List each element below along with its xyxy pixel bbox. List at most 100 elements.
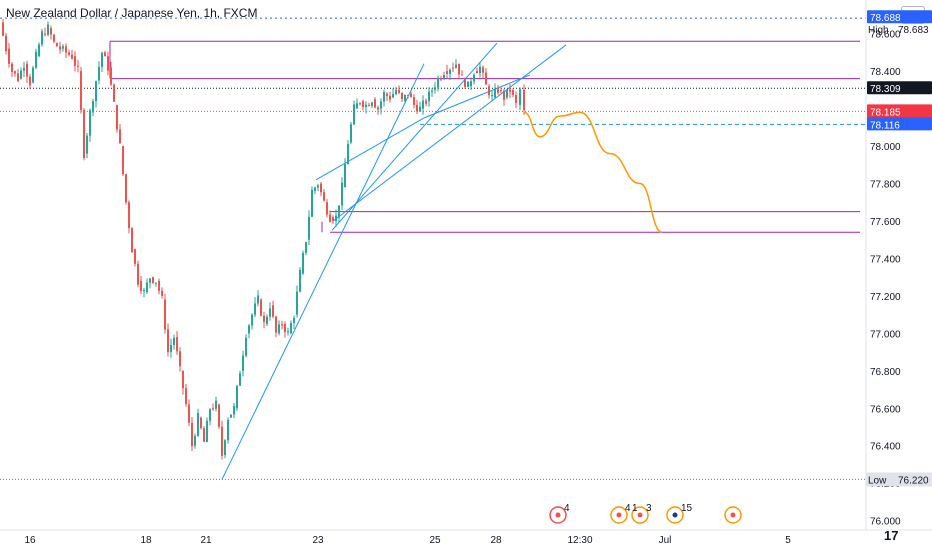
candle-body [11,63,13,73]
candle-body [53,34,55,42]
candle-body [203,428,205,442]
price-tick-label: 76.800 [870,367,901,378]
candle-body [326,202,328,215]
time-tick-label: Jul [659,535,672,546]
candle-body [242,355,244,371]
candle-body [59,46,61,50]
candle-body [233,406,235,415]
candle-body [509,89,511,92]
candle-body [257,295,259,304]
candle-body [89,110,91,136]
candle-body [80,71,82,111]
candle-body [191,422,193,447]
candle-body [170,344,172,353]
candle-body [212,408,214,410]
candle-body [314,187,316,192]
candle-body [263,315,265,322]
event-marker-4[interactable] [724,506,742,524]
candle-body [452,67,454,69]
candle-body [359,103,361,105]
event-count: 4 [564,503,570,514]
candle-body [20,70,22,79]
candle-body [500,89,502,91]
candle-body [386,93,388,96]
candle-body [101,52,103,67]
candle-body [293,317,295,323]
candle-body [497,89,499,93]
event-marker-0[interactable]: 4 [549,503,570,524]
time-tick-label: 16 [24,535,36,546]
event-marker-3[interactable]: 15 [666,503,693,524]
candle-body [506,89,508,98]
candle-body [119,129,121,143]
candle-body [107,56,109,71]
candle-body [305,242,307,253]
candle-body [464,78,466,87]
candle-body [179,351,181,367]
candle-body [332,217,334,222]
candle-body [476,71,478,74]
candle-body [485,72,487,85]
candle-body [299,270,301,292]
trendline-1 [331,42,498,231]
candle-body [365,104,367,108]
event-count: 15 [681,503,693,514]
candle-body [68,52,70,55]
event-count: 4 [625,503,631,514]
event-marker-1[interactable]: 4 [610,503,631,524]
event-markers: 4 4 3 15 1 [549,503,742,524]
candle-body [440,78,442,80]
high-label: High [868,25,889,36]
candle-body [239,373,241,386]
event-dot [637,512,643,518]
candle-body [8,48,10,64]
candle-body [443,75,445,79]
support-tag-label: 78.116 [870,120,900,131]
candle-body [374,99,376,108]
candle-body [503,90,505,100]
projection-path [523,111,663,233]
time-tick-label: 12:30 [567,535,592,546]
trendline-4 [423,74,531,119]
time-tick-label: 23 [312,535,324,546]
candle-body [523,89,525,111]
candle-body [287,331,289,333]
price-tick-label: 77.800 [870,180,901,191]
event-dot [672,512,678,518]
candle-body [209,409,211,421]
candle-body [200,417,202,429]
candle-body [113,84,115,102]
candle-body [182,370,184,389]
candle-body [317,185,319,188]
candle-body [134,249,136,264]
candle-body [35,51,37,68]
candle-body [197,413,199,436]
candle-body [254,303,256,315]
candle-body [281,324,283,326]
low-tag-bg [866,472,932,487]
candle-body [158,280,160,291]
candle-body [29,76,31,86]
candle-body [269,308,271,317]
candle-body [98,66,100,81]
candle-body [455,64,457,68]
candle-body [167,329,169,353]
candle-body [377,107,379,110]
candle-body [398,89,400,93]
event-marker-2[interactable]: 3 [631,503,652,524]
candle-body [350,124,352,143]
low-label: Low [868,475,887,486]
price-tick-label: 78.600 [870,30,901,41]
last-tag-label: 78.309 [870,84,901,95]
candle-body [449,69,451,74]
event-dot [555,512,561,518]
low-value: 76.220 [898,475,929,486]
candle-body [461,74,463,76]
candle-body [353,104,355,125]
candle-body [236,385,238,409]
candle-body [278,324,280,334]
event-count: 1 [632,503,638,514]
candle-body [83,110,85,159]
price-tick-label: 77.400 [870,254,901,265]
